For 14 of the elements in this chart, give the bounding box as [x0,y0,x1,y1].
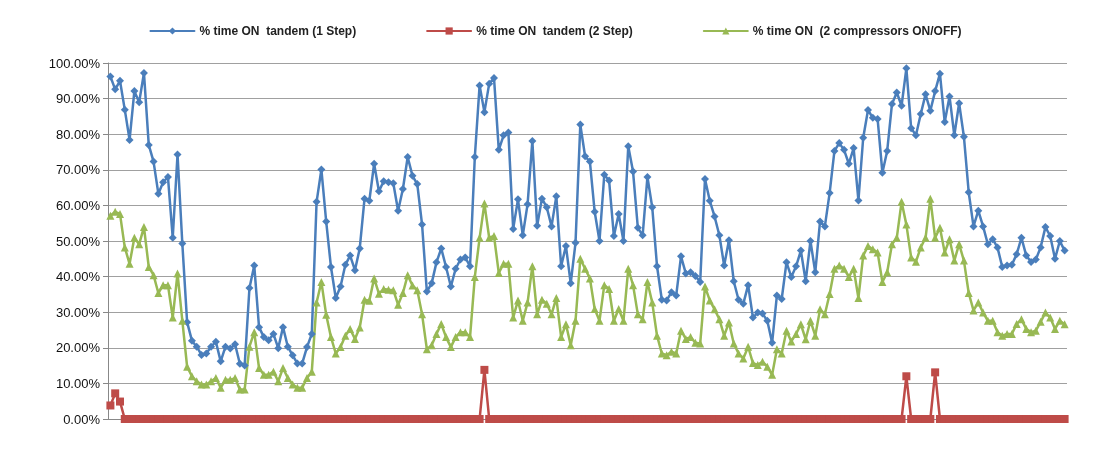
y-tick-label: 100.00% [48,55,101,71]
y-tick-label: 90.00% [55,91,101,107]
y-tick-label: 40.00% [55,269,101,285]
y-tick-label: 0.00% [63,411,101,427]
y-tick-label: 80.00% [55,126,101,142]
legend-label: % time ON tandem (1 Step) [199,24,357,38]
y-tick-label: 70.00% [55,162,101,178]
legend-label: % time ON tandem (2 Step) [476,24,633,38]
legend-label: % time ON (2 compressors ON/OFF) [752,24,962,38]
y-tick-label: 60.00% [55,197,101,213]
y-tick-label: 30.00% [55,304,101,320]
y-tick-label: 20.00% [55,340,101,356]
y-tick-label: 10.00% [55,375,101,391]
y-tick-label: 50.00% [55,233,101,249]
